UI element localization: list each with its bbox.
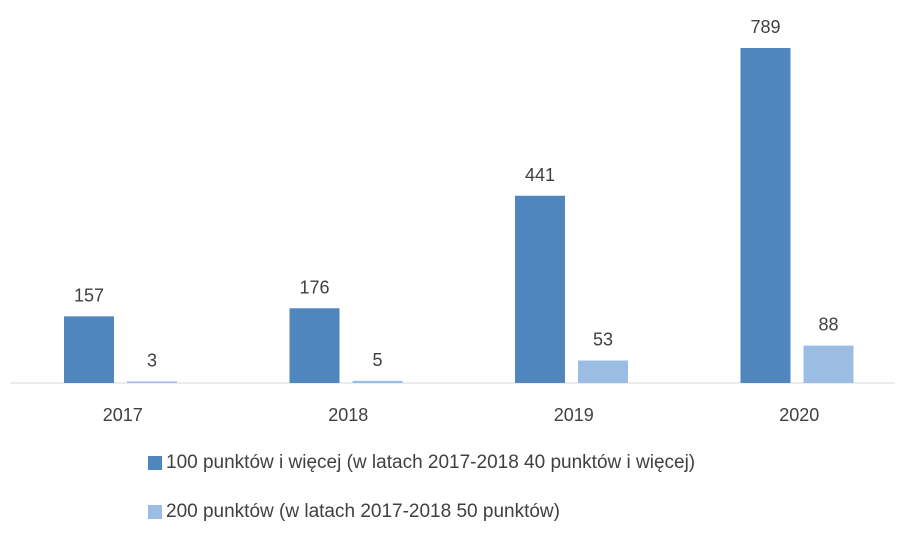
- data-label-series-2-2018: 5: [372, 350, 382, 370]
- bar-series-1-2017: [64, 316, 114, 383]
- data-label-series-1-2020: 789: [750, 17, 780, 37]
- x-tick-label-2018: 2018: [328, 405, 368, 425]
- data-label-series-2-2019: 53: [593, 329, 613, 349]
- bar-series-2-2020: [803, 345, 854, 383]
- x-axis-ticks: 2017 2018 2019 2020: [103, 405, 820, 425]
- data-label-series-2-2017: 3: [147, 351, 157, 371]
- legend-label-series-2: 200 punktów (w latach 2017-2018 50 punkt…: [166, 501, 560, 522]
- bar-series-2-2019: [578, 360, 628, 383]
- data-label-series-1-2017: 157: [74, 285, 104, 305]
- bar-series-2-2017: [127, 381, 177, 383]
- bars: [64, 48, 854, 383]
- legend-swatch-series-2: [148, 505, 162, 519]
- x-tick-label-2020: 2020: [779, 405, 819, 425]
- bar-series-2-2018: [352, 380, 403, 383]
- bar-series-1-2020: [740, 48, 791, 383]
- bar-series-1-2018: [289, 308, 340, 383]
- legend-item-series-1: 100 punktów i więcej (w latach 2017-2018…: [148, 452, 695, 474]
- x-tick-label-2017: 2017: [103, 405, 143, 425]
- data-label-series-1-2019: 441: [525, 165, 555, 185]
- bar-series-1-2019: [515, 195, 565, 383]
- chart: 157 176 441 789 3 5 53 88 2017 2018 2019 2020: [10, 17, 895, 425]
- data-label-series-2-2020: 88: [818, 315, 838, 335]
- legend-label-series-1: 100 punktów i więcej (w latach 2017-2018…: [166, 452, 696, 473]
- legend-swatch-series-1: [148, 456, 162, 470]
- legend-item-series-2: 200 punktów (w latach 2017-2018 50 punkt…: [148, 501, 695, 523]
- data-labels: 157 176 441 789 3 5 53 88: [74, 17, 839, 371]
- data-label-series-1-2018: 176: [299, 277, 329, 297]
- legend: 100 punktów i więcej (w latach 2017-2018…: [148, 452, 695, 550]
- x-tick-label-2019: 2019: [554, 405, 594, 425]
